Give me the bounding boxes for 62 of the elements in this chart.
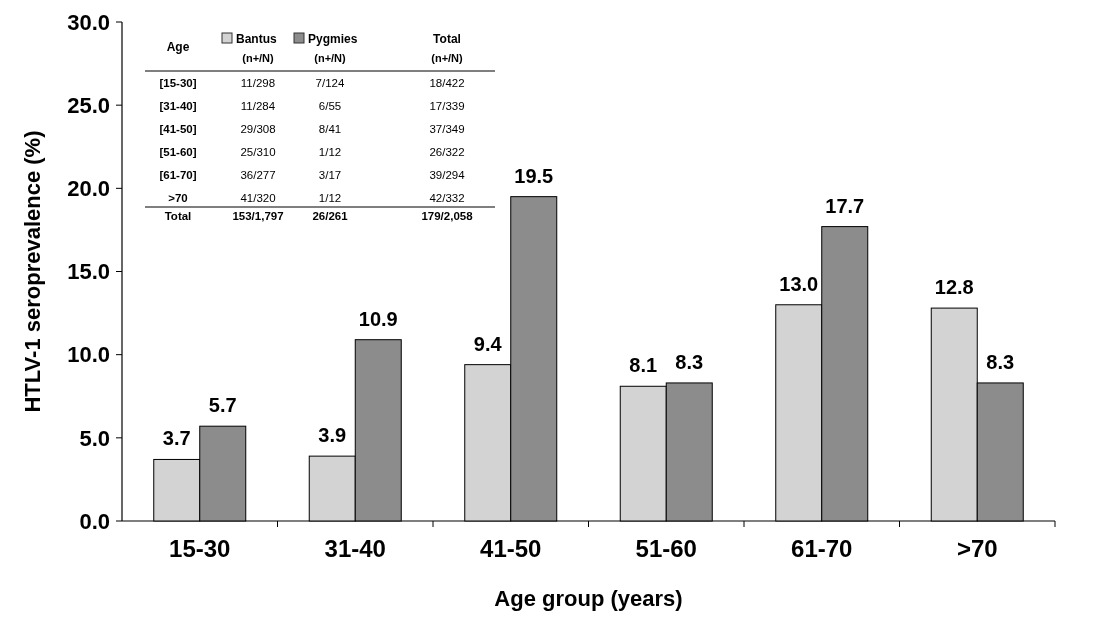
annotation: [51-60]	[159, 146, 197, 158]
legend-label: Pygmies	[308, 32, 358, 46]
data-label: 13.0	[779, 272, 819, 295]
annotation: [41-50]	[159, 123, 197, 135]
annotation: >70	[168, 192, 188, 204]
annotation: Total	[433, 32, 461, 46]
annotation: 153/1,797	[232, 210, 284, 222]
data-label: 12.8	[934, 276, 974, 299]
annotation: 11/298	[240, 77, 276, 89]
data-label: 10.9	[358, 307, 398, 330]
x-tick-label: 31-40	[324, 535, 386, 562]
x-tick-label: 51-60	[635, 535, 697, 562]
annotation: [61-70]	[159, 169, 197, 181]
legend-label: Bantus	[236, 32, 277, 46]
annotation: 8/41	[318, 123, 342, 135]
annotation: 41/320	[240, 192, 276, 204]
data-label: 19.5	[514, 164, 554, 187]
x-tick-label: >70	[956, 535, 998, 562]
y-tick-label: 0.0	[79, 508, 110, 534]
annotation: 26/261	[312, 210, 349, 222]
annotation: 11/284	[240, 100, 276, 112]
annotation: [31-40]	[159, 100, 197, 112]
data-label: 3.9	[318, 424, 347, 447]
data-label: 5.7	[208, 394, 237, 417]
annotation: (n+/N)	[314, 52, 347, 64]
x-tick-label: 61-70	[791, 535, 853, 562]
y-tick-label: 10.0	[67, 342, 110, 368]
annotation: [15-30]	[159, 77, 197, 89]
annotation: 6/55	[318, 100, 342, 112]
y-tick-label: 15.0	[67, 259, 110, 285]
annotation: 39/294	[429, 169, 466, 181]
annotation: 26/322	[429, 146, 465, 158]
annotation: 29/308	[240, 123, 276, 135]
y-tick-label: 5.0	[79, 425, 110, 451]
annotation: 7/124	[315, 77, 345, 89]
annotation: 25/310	[240, 146, 276, 158]
annotation: 42/332	[429, 192, 465, 204]
y-tick-label: 20.0	[67, 176, 110, 202]
y-tick-label: 25.0	[67, 92, 110, 118]
annotation: 17/339	[429, 100, 465, 112]
annotation: 3/17	[318, 169, 342, 181]
annotation: Age	[166, 40, 190, 54]
annotation: 1/12	[318, 192, 342, 204]
annotation: (n+/N)	[431, 52, 464, 64]
annotation: 1/12	[318, 146, 342, 158]
data-label: 8.3	[986, 350, 1015, 373]
y-tick-label: 30.0	[67, 9, 110, 35]
data-label: 17.7	[825, 194, 865, 217]
annotation: (n+/N)	[242, 52, 275, 64]
annotation: 179/2,058	[421, 210, 474, 222]
x-tick-label: 41-50	[480, 535, 542, 562]
annotation: Total	[164, 210, 192, 222]
data-label: 9.4	[473, 332, 503, 355]
data-label: 8.3	[675, 350, 704, 373]
annotation: 18/422	[429, 77, 465, 89]
annotation: 37/349	[429, 123, 465, 135]
y-axis-title: HTLV-1 seroprevalence (%)	[20, 130, 45, 413]
data-label: 8.1	[629, 354, 658, 377]
data-label: 3.7	[162, 427, 191, 450]
x-axis-title: Age group (years)	[494, 586, 683, 611]
x-tick-label: 15-30	[169, 535, 231, 562]
annotation: 36/277	[240, 169, 276, 181]
